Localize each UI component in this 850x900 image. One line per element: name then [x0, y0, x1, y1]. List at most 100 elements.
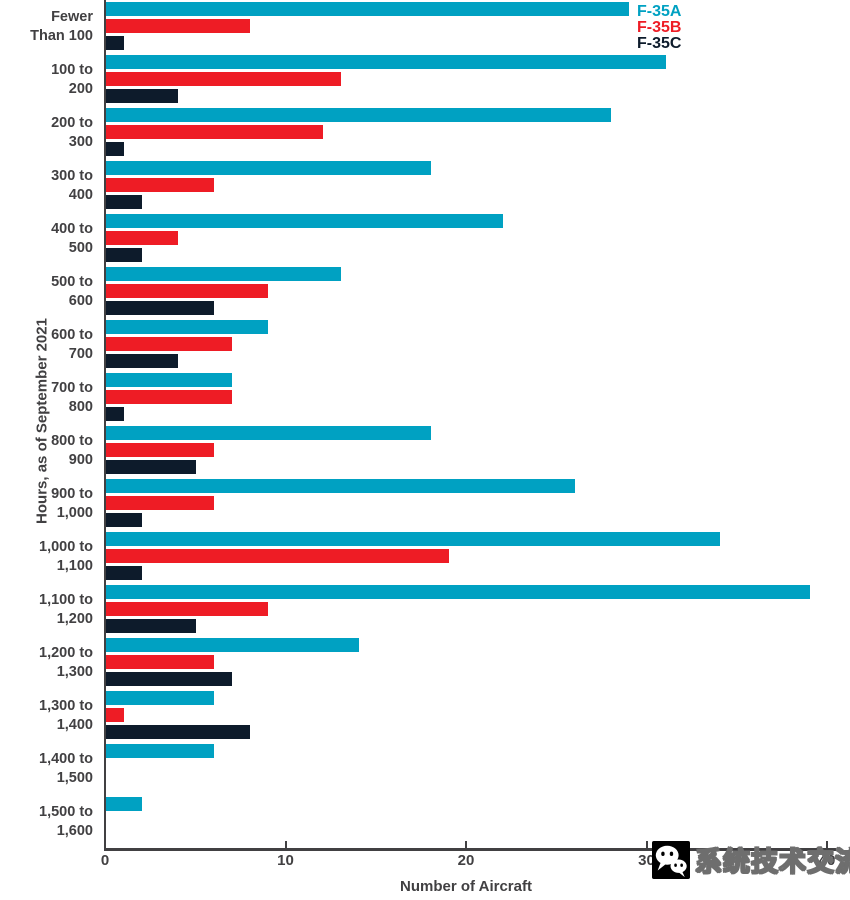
legend-item-f35c: F-35C: [637, 35, 682, 52]
bar-f35a-row11: [106, 532, 720, 546]
category-label-line: 1,500 to: [39, 803, 93, 820]
category-label-line: 1,000: [56, 504, 93, 521]
legend-item-f35b: F-35B: [637, 19, 682, 36]
category-label-13: 1,200 to 1,300: [0, 636, 93, 689]
category-label-line: 700: [68, 345, 93, 362]
bar-f35b-row6: [106, 284, 269, 298]
category-label-8: 700 to 800: [0, 371, 93, 424]
bar-f35c-row2: [106, 89, 179, 103]
bar-f35b-row7: [106, 337, 233, 351]
bar-f35b-row5: [106, 231, 179, 245]
bar-f35a-row14: [106, 691, 215, 705]
y-axis-line: [104, 0, 106, 849]
bar-f35a-row13: [106, 638, 359, 652]
bar-f35c-row13: [106, 672, 233, 686]
x-tick-label-30: 30: [638, 852, 655, 869]
category-label-line: 500: [68, 239, 93, 256]
bar-f35a-row12: [106, 585, 810, 599]
bar-f35a-row3: [106, 108, 612, 122]
category-label-4: 300 to 400: [0, 159, 93, 212]
x-tick-mark-30: [645, 841, 648, 848]
category-label-line: 1,600: [56, 822, 93, 839]
category-label-line: 600: [68, 292, 93, 309]
category-label-5: 400 to 500: [0, 212, 93, 265]
category-label-7: 600 to 700: [0, 318, 93, 371]
category-label-line: 200 to: [51, 114, 93, 131]
bar-f35c-row10: [106, 513, 143, 527]
category-label-line: 800: [68, 398, 93, 415]
bar-f35c-row11: [106, 566, 143, 580]
category-label-line: 400 to: [51, 220, 93, 237]
x-axis-title: Number of Aircraft: [400, 878, 532, 895]
category-label-line: 100 to: [51, 61, 93, 78]
category-label-line: Than 100: [30, 27, 93, 44]
bar-f35c-row9: [106, 460, 197, 474]
category-label-9: 800 to 900: [0, 424, 93, 477]
category-label-10: 900 to 1,000: [0, 477, 93, 530]
bar-f35b-row8: [106, 390, 233, 404]
category-label-line: 1,000 to: [39, 538, 93, 555]
category-label-16: 1,500 to 1,600: [0, 795, 93, 848]
legend: F-35A F-35B F-35C: [637, 4, 681, 52]
category-label-line: 300 to: [51, 167, 93, 184]
bar-f35b-row11: [106, 549, 449, 563]
category-label-line: 200: [68, 80, 93, 97]
bar-f35a-row8: [106, 373, 233, 387]
bar-f35b-row12: [106, 602, 269, 616]
x-tick-mark-40: [826, 841, 828, 848]
category-label-6: 500 to 600: [0, 265, 93, 318]
category-label-2: 100 to 200: [0, 53, 93, 106]
category-label-line: 1,500: [56, 769, 93, 786]
category-label-line: 1,200: [56, 610, 93, 627]
legend-item-f35a: F-35A: [637, 3, 682, 20]
category-label-1: Fewer Than 100: [0, 0, 93, 53]
category-label-line: 500 to: [51, 273, 93, 290]
bar-f35c-row14: [106, 725, 251, 739]
bar-f35c-row3: [106, 142, 125, 156]
bar-f35a-row16: [106, 797, 143, 811]
category-label-line: 1,300: [56, 663, 93, 680]
x-tick-label-20: 20: [457, 852, 475, 869]
bar-f35c-row8: [106, 407, 125, 421]
category-label-line: 1,400: [56, 716, 93, 733]
category-label-14: 1,300 to 1,400: [0, 689, 93, 742]
category-label-line: 1,400 to: [39, 750, 93, 767]
bar-f35a-row1: [106, 2, 630, 16]
category-label-11: 1,000 to 1,100: [0, 530, 93, 583]
category-label-line: 400: [68, 186, 93, 203]
category-label-line: 800 to: [51, 432, 93, 449]
category-label-3: 200 to 300: [0, 106, 93, 159]
x-tick-mark-10: [284, 841, 287, 848]
bar-f35b-row10: [106, 496, 215, 510]
x-axis-line: [104, 848, 836, 851]
bar-f35b-row4: [106, 178, 215, 192]
watermark: 系统技术交流: [652, 840, 850, 879]
bar-f35b-row13: [106, 655, 215, 669]
x-tick-mark-20: [465, 841, 467, 848]
bar-f35b-row2: [106, 72, 341, 86]
category-label-line: 1,200 to: [39, 644, 93, 661]
bar-f35b-row3: [106, 125, 323, 139]
bar-f35c-row12: [106, 619, 197, 633]
category-label-line: 1,100: [56, 557, 93, 574]
bar-f35a-row7: [106, 320, 269, 334]
bar-f35a-row10: [106, 479, 576, 493]
category-label-line: 900 to: [51, 485, 93, 502]
bar-f35a-row5: [106, 214, 504, 228]
watermark-text: 系统技术交流: [694, 846, 850, 877]
category-label-line: 300: [68, 133, 93, 150]
bar-f35c-row1: [106, 36, 125, 50]
bar-f35c-row7: [106, 354, 179, 368]
x-tick-label-0: 0: [100, 852, 110, 869]
bar-f35b-row1: [106, 19, 251, 33]
category-label-line: 1,100 to: [39, 591, 93, 608]
bar-f35b-row9: [106, 443, 215, 457]
bar-f35a-row15: [106, 744, 215, 758]
bar-f35c-row4: [106, 195, 143, 209]
bar-f35c-row5: [106, 248, 143, 262]
wechat-icon: [652, 840, 690, 879]
category-label-line: 900: [68, 451, 93, 468]
x-tick-label-10: 10: [277, 852, 294, 869]
plot-area: [106, 2, 810, 811]
